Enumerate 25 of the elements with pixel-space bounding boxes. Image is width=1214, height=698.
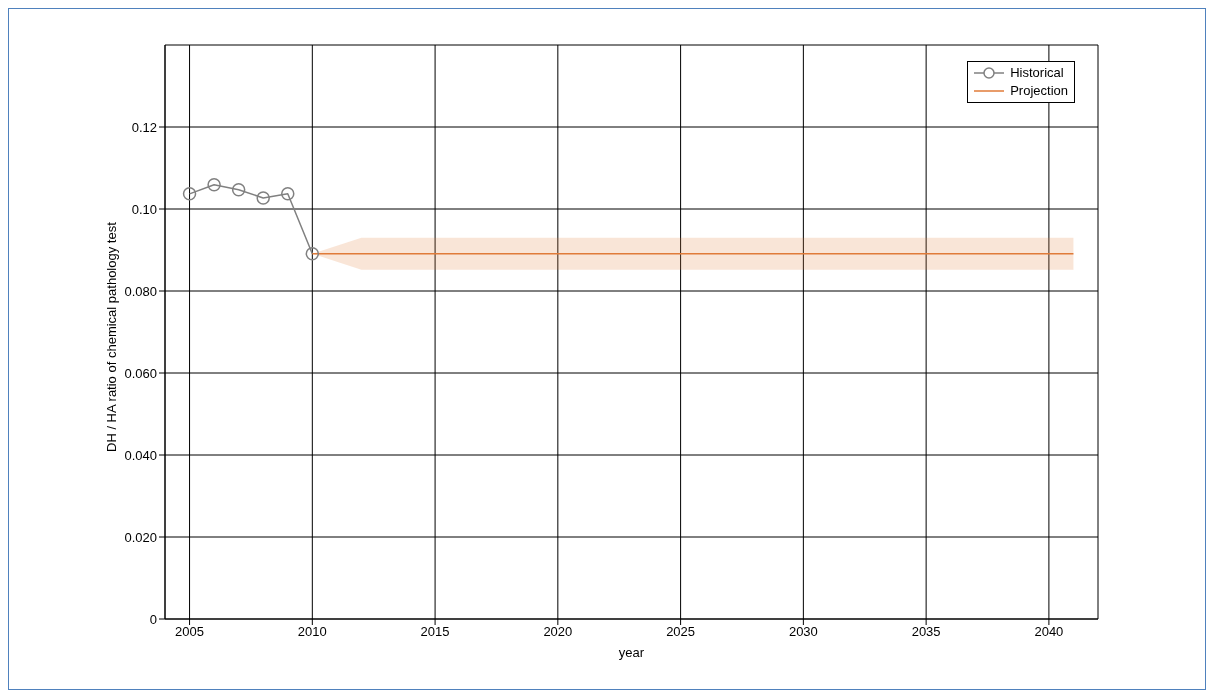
x-tick-label: 2040 [1034, 624, 1064, 640]
x-tick-label: 2010 [297, 624, 327, 640]
x-tick-label: 2035 [911, 624, 941, 640]
point [207, 178, 221, 192]
point [256, 191, 270, 205]
x-tick-label: 2025 [666, 624, 696, 640]
point [231, 182, 246, 197]
x-tick-label: 2030 [788, 624, 818, 640]
y-tick-label: 0.020 [124, 529, 157, 545]
x-tick-label: 2005 [175, 624, 205, 640]
y-axis-title: DH / HA ratio of chemical pathology test [103, 221, 119, 452]
x-tick-label: 2015 [420, 624, 450, 640]
legend-label: Historical [1010, 64, 1064, 82]
point [305, 246, 320, 261]
legend-label: Projection [1010, 82, 1068, 100]
y-tick-label: 0.060 [124, 365, 157, 381]
y-tick-label: 0.10 [131, 201, 157, 217]
x-axis-title: year [618, 645, 645, 660]
point [281, 187, 295, 201]
y-tick-label: 0 [149, 611, 157, 627]
y-tick-label: 0.12 [131, 119, 157, 135]
y-tick-label: 0.040 [124, 447, 157, 463]
y-tick-label: 0.080 [124, 283, 157, 299]
x-tick-label: 2020 [543, 624, 573, 640]
point [182, 187, 197, 201]
